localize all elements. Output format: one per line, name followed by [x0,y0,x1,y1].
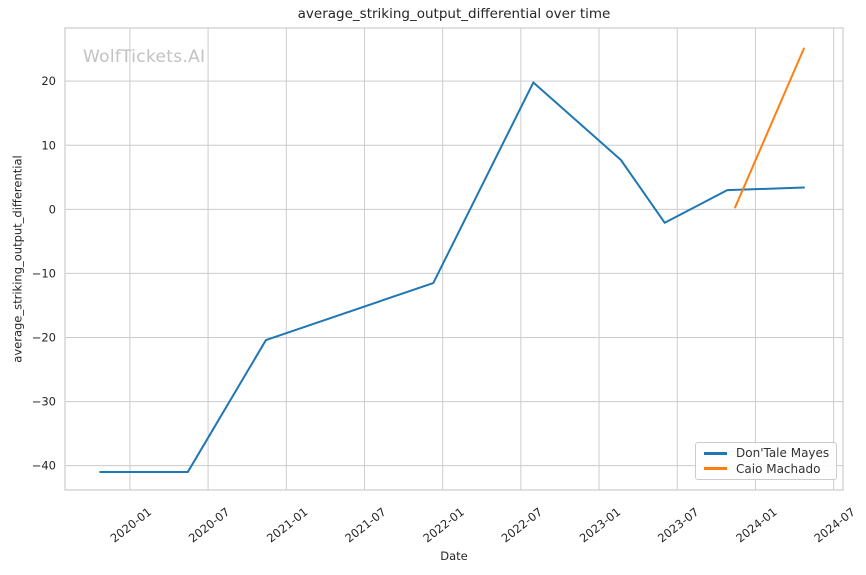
x-tick-label: 2022-01 [420,505,466,546]
legend-label: Don'Tale Mayes [736,446,830,461]
legend: Don'Tale Mayes Caio Machado [695,442,837,480]
x-tick-label: 2024-01 [733,505,779,546]
y-axis-label-wrap: average_striking_output_differential [7,28,29,490]
x-tick-label: 2024-07 [811,505,857,546]
y-tick-label: 0 [49,202,56,216]
legend-swatch [704,452,727,455]
y-tick-label: −10 [32,266,56,280]
chart-title: average_striking_output_differential ove… [297,6,611,22]
y-axis-label: average_striking_output_differential [11,155,25,363]
plot-border [64,27,844,491]
x-axis-label: Date [440,549,468,563]
legend-item: Caio Machado [704,462,828,476]
y-tick-label: −30 [32,395,56,409]
x-tick-label: 2021-01 [264,505,310,546]
y-tick-label: 20 [41,74,56,88]
x-tick-label: 2020-07 [186,505,232,546]
legend-item: Don'Tale Mayes [704,446,830,461]
x-tick-label: 2023-07 [655,505,701,546]
x-tick-label: 2022-07 [499,505,545,546]
watermark: WolfTickets.AI [83,47,206,67]
x-tick-label: 2021-07 [342,505,388,546]
x-tick-label: 2023-01 [577,505,623,546]
legend-label: Caio Machado [736,461,821,476]
y-tick-label: 10 [41,138,56,152]
series-line-0 [99,81,805,474]
legend-swatch [704,467,727,470]
series-line-1 [734,47,805,209]
y-tick-label: −20 [32,330,56,344]
y-tick-label: −40 [32,459,56,473]
x-tick-label: 2020-01 [108,505,154,546]
